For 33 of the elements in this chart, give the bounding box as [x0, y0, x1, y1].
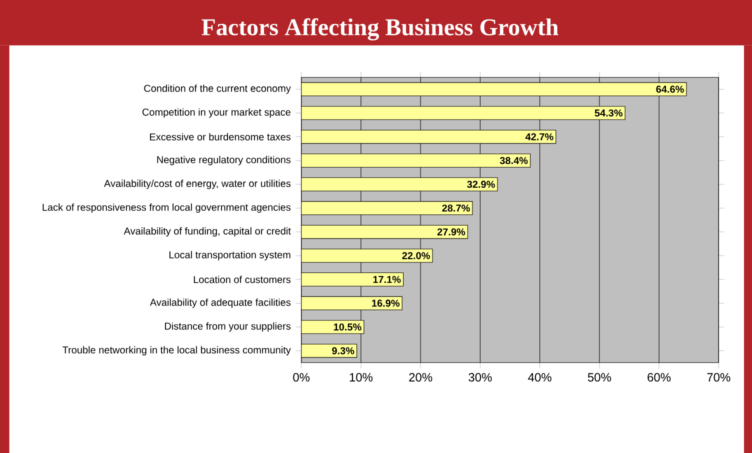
data-label: 22.0% — [402, 252, 430, 260]
y-tick-label: Trouble networking in the local business community — [62, 346, 291, 356]
x-tick-label: 50% — [588, 372, 612, 382]
data-label: 16.9% — [372, 300, 400, 307]
y-tick-label: Distance from your suppliers — [165, 322, 291, 332]
y-tick-label: Excessive or burdensome taxes — [150, 132, 291, 140]
y-tick-label: Availability of adequate facilities — [150, 298, 291, 308]
y-tick-label: Availability of funding, capital or credit — [124, 227, 291, 236]
data-label: 28.7% — [442, 204, 470, 212]
y-tick-label: Competition in your market space — [142, 108, 290, 118]
y-tick-label: Lack of responsiveness from local government agencies — [42, 203, 291, 213]
data-label: 64.6% — [656, 86, 684, 93]
x-tick-label: 20% — [409, 372, 432, 382]
y-tick-label: Negative regulatory conditions — [157, 156, 291, 166]
data-label: 9.3% — [332, 347, 354, 354]
x-tick-label: 70% — [707, 372, 730, 382]
data-label: 38.4% — [500, 156, 528, 164]
y-tick-label: Location of customers — [194, 276, 291, 283]
y-tick-label: Condition of the current economy — [144, 84, 291, 94]
data-label: 17.1% — [373, 276, 401, 283]
data-label: 10.5% — [334, 323, 362, 330]
x-tick-label: 40% — [528, 372, 552, 382]
chart-title: Factors Affecting Business Growth — [202, 18, 558, 40]
y-tick-label: Local transportation system — [169, 250, 290, 260]
x-tick-label: 30% — [468, 372, 492, 382]
x-tick-label: 0% — [293, 372, 310, 382]
x-tick-label: 60% — [648, 372, 671, 382]
data-label: 27.9% — [437, 228, 466, 236]
data-label: 32.9% — [467, 180, 495, 188]
x-tick-label: 10% — [350, 372, 373, 382]
data-label: 54.3% — [594, 109, 623, 116]
y-tick-label: Availability/cost of energy, water or utilities — [104, 180, 291, 189]
data-label: 42.7% — [525, 133, 554, 140]
